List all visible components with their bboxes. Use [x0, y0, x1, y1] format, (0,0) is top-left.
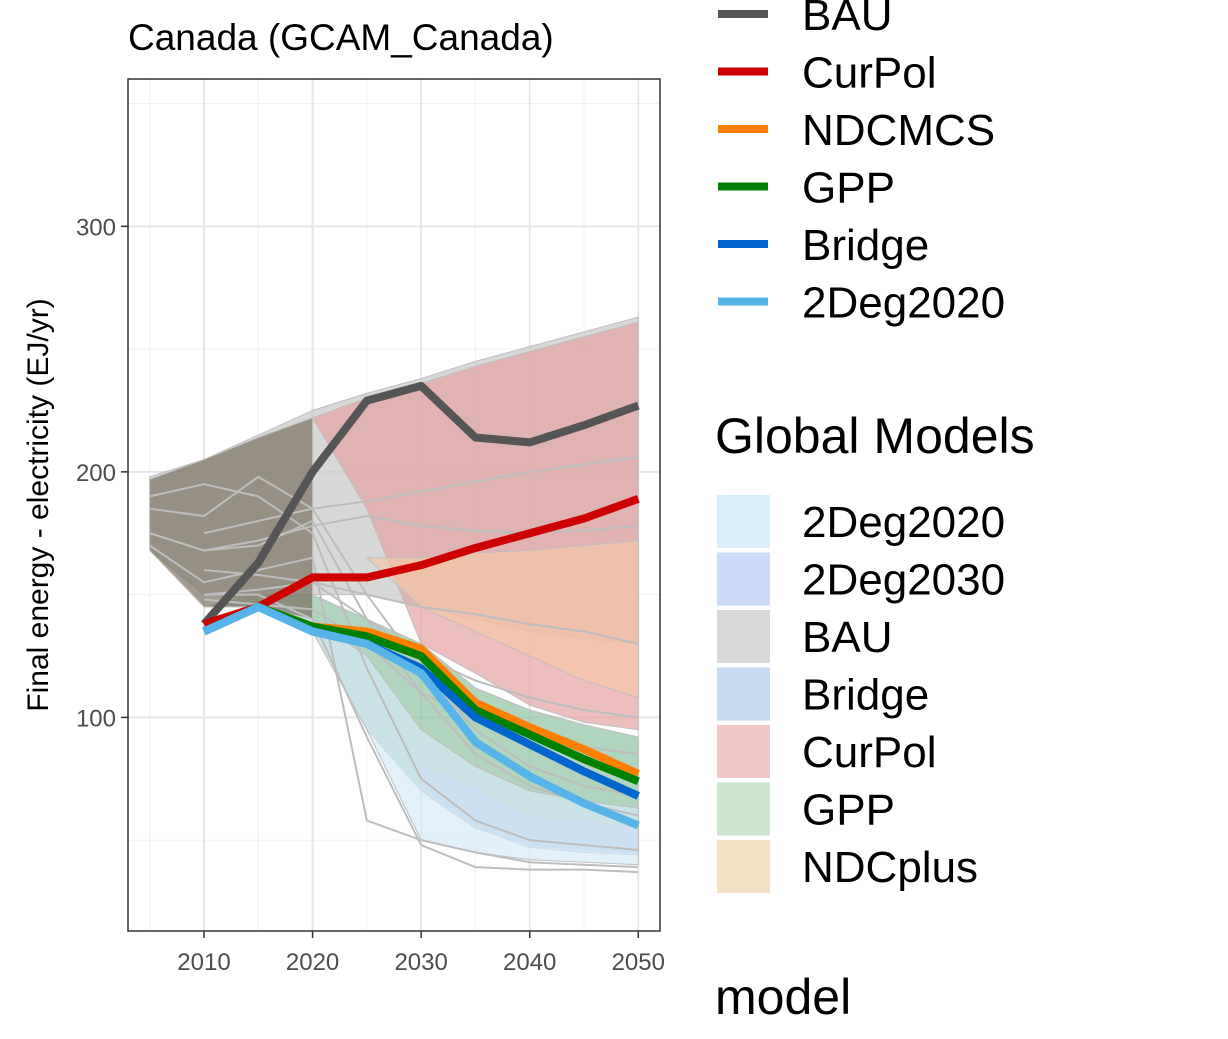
legend-label: NDCplus: [802, 843, 978, 892]
panel-border: [127, 78, 661, 932]
legend-label: GPP: [802, 164, 895, 213]
legend-label: 2Deg2030: [802, 556, 1005, 605]
x-tick-label: 2040: [503, 949, 556, 976]
legend-key-GPP: [717, 782, 770, 836]
legend-label: 2Deg2020: [802, 279, 1005, 328]
legend-model-title: model: [715, 969, 851, 1025]
legend-label: Bridge: [802, 221, 929, 270]
x-tick-label: 2010: [177, 949, 230, 976]
legend-label: Bridge: [802, 671, 929, 720]
legend-label: GPP: [802, 786, 895, 835]
y-axis: 100 200 300: [76, 214, 128, 732]
legend-label: 2Deg2020: [802, 498, 1005, 547]
series-line-CurPol: [202, 495, 640, 628]
legend-key-Bridge: [717, 667, 770, 721]
y-tick-label: 100: [76, 705, 116, 732]
legend-key-BAU: [717, 610, 770, 663]
legend-label: BAU: [802, 613, 892, 662]
y-tick-label: 200: [76, 460, 116, 487]
background-run: [203, 456, 639, 535]
y-tick-label: 300: [76, 214, 116, 241]
background-run: [149, 475, 639, 797]
scenario-ranges: [149, 316, 639, 866]
legend-label: CurPol: [802, 49, 937, 98]
x-tick-label: 2020: [286, 949, 339, 976]
series-line-2Deg2020: [202, 602, 640, 830]
background-run: [203, 569, 639, 645]
background-run: [149, 544, 639, 869]
legend-label: BAU: [802, 0, 892, 40]
legend-label: NDCMCS: [802, 106, 995, 155]
background-runs: [149, 456, 639, 874]
background-run: [149, 483, 639, 851]
legend-label: CurPol: [802, 728, 937, 777]
series-line-BAU: [201, 381, 640, 627]
scenario-lines: [201, 381, 640, 830]
legend-key-NDCplus: [717, 840, 770, 893]
legend-global: 2Deg2020 2Deg2030 BAU Bridge CurPol GPP NDCplu…: [717, 495, 1005, 893]
legend-scenario: BAU CurPol NDCMCS GPP Bridge 2Deg2020: [718, 0, 1005, 328]
x-axis: 2010 2020 2030 2040 2050: [177, 931, 665, 976]
x-tick-label: 2030: [394, 949, 447, 976]
plot-panel: [127, 78, 661, 932]
background-run: [204, 593, 639, 874]
y-axis-label: Final energy - electricity (EJ/yr): [22, 298, 55, 711]
legend-global-title: Global Models: [715, 408, 1035, 464]
chart-title: Canada (GCAM_Canada): [128, 17, 554, 58]
legend-key-2Deg2030: [717, 552, 770, 606]
legend-key-2Deg2020: [717, 495, 770, 548]
x-tick-label: 2050: [612, 949, 665, 976]
legend-key-CurPol: [717, 725, 770, 778]
